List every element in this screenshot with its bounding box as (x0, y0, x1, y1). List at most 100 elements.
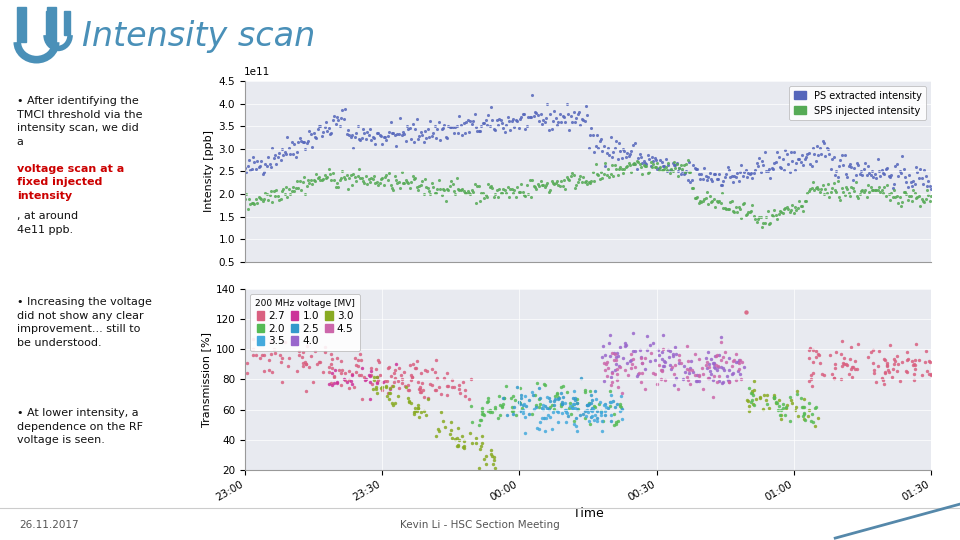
Point (777, 411, 792, 420)
Point (436, 416, 451, 425)
Point (609, 400, 624, 409)
Point (326, 379, 342, 387)
Point (924, 371, 939, 380)
Point (744, 388, 759, 397)
Point (699, 358, 714, 367)
Point (794, 150, 809, 159)
Point (596, 141, 612, 150)
Point (399, 177, 415, 186)
Point (890, 352, 905, 360)
Point (247, 157, 262, 166)
Point (743, 206, 758, 215)
Point (691, 170, 707, 178)
Point (669, 158, 684, 167)
Point (816, 139, 831, 147)
Point (517, 191, 533, 200)
Point (536, 180, 551, 189)
Point (554, 408, 569, 417)
Point (248, 350, 263, 359)
Point (461, 395, 476, 403)
Point (736, 362, 752, 371)
Point (864, 186, 879, 195)
Point (629, 157, 644, 166)
Point (268, 151, 283, 159)
Point (584, 123, 599, 132)
Point (895, 198, 910, 207)
Point (819, 188, 834, 197)
Point (637, 385, 653, 394)
Point (535, 414, 550, 423)
Point (474, 403, 490, 412)
Point (746, 386, 761, 395)
Point (790, 412, 805, 421)
Point (783, 206, 799, 214)
Point (349, 362, 365, 371)
Point (805, 418, 821, 427)
Point (269, 186, 284, 194)
Point (329, 112, 345, 121)
Point (617, 342, 633, 350)
Point (807, 404, 823, 413)
Point (584, 411, 599, 420)
Point (457, 188, 472, 197)
Point (637, 159, 653, 167)
Point (893, 201, 908, 210)
Point (708, 170, 723, 178)
Point (489, 116, 504, 125)
Point (600, 404, 615, 413)
Point (401, 397, 417, 406)
Point (411, 377, 426, 386)
Point (872, 183, 887, 191)
Point (797, 197, 812, 205)
Point (516, 191, 532, 199)
Point (808, 346, 824, 355)
Point (511, 124, 526, 132)
Point (489, 185, 504, 194)
Point (901, 171, 917, 180)
Point (766, 393, 781, 402)
Point (450, 129, 466, 137)
Point (418, 127, 433, 136)
Point (796, 207, 811, 215)
Point (740, 207, 756, 216)
Point (238, 167, 253, 176)
Point (533, 177, 548, 185)
Point (828, 360, 843, 369)
Point (655, 355, 670, 364)
Point (770, 215, 785, 224)
Point (719, 372, 734, 380)
Point (863, 171, 878, 179)
Point (310, 125, 325, 133)
Point (562, 126, 577, 134)
Point (428, 189, 444, 198)
Point (834, 362, 850, 370)
Point (539, 413, 554, 422)
Point (379, 376, 395, 385)
Point (654, 375, 669, 383)
Point (380, 363, 396, 372)
Point (793, 157, 808, 166)
Point (324, 369, 340, 377)
Point (619, 359, 635, 367)
Point (573, 374, 588, 383)
Point (444, 426, 459, 435)
Point (405, 360, 420, 368)
Point (279, 133, 295, 141)
Point (743, 389, 758, 397)
Point (418, 175, 433, 184)
Point (266, 153, 281, 162)
Point (363, 371, 378, 380)
Point (643, 162, 659, 171)
Point (669, 160, 684, 169)
Point (253, 194, 269, 203)
Point (797, 410, 812, 418)
Point (905, 185, 921, 194)
Point (575, 173, 590, 182)
Point (537, 118, 552, 126)
Point (329, 354, 345, 362)
Point (556, 113, 571, 122)
Point (612, 342, 628, 351)
Point (561, 411, 576, 420)
Point (486, 125, 501, 133)
Point (462, 127, 477, 136)
